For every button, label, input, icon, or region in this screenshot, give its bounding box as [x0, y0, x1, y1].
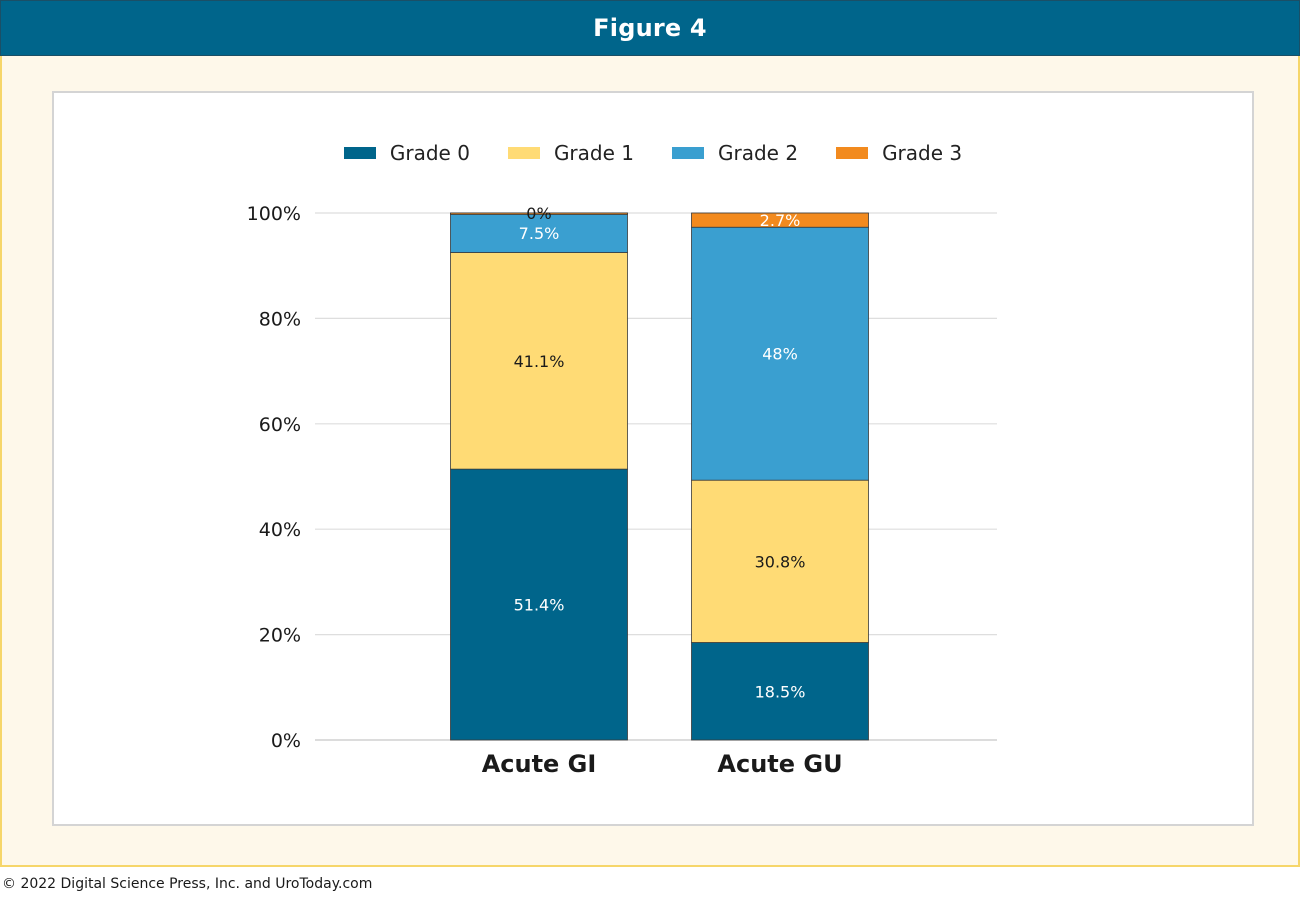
data-label: 30.8%	[755, 552, 806, 571]
chart-legend: Grade 0 Grade 1 Grade 2 Grade 3	[54, 141, 1252, 165]
data-label: 41.1%	[514, 352, 565, 371]
data-label: 51.4%	[514, 596, 565, 615]
legend-item-grade1: Grade 1	[507, 141, 634, 165]
bar-segment	[450, 212, 628, 253]
bar-segment	[691, 479, 869, 643]
y-tick-label: 60%	[259, 414, 301, 436]
x-category-label: Acute GU	[717, 750, 842, 778]
figure-title: Figure 4	[593, 14, 707, 42]
legend-label-grade0: Grade 0	[389, 141, 470, 165]
bar-segment	[691, 226, 869, 481]
figure-header: Figure 4	[0, 0, 1300, 56]
x-category-label: Acute GI	[482, 750, 597, 778]
legend-label-grade1: Grade 1	[553, 141, 634, 165]
legend-swatch-grade1	[507, 147, 540, 159]
legend-label-grade3: Grade 3	[882, 141, 963, 165]
data-label: 18.5%	[755, 682, 806, 701]
copyright-footer: © 2022 Digital Science Press, Inc. and U…	[2, 876, 373, 892]
legend-label-grade2: Grade 2	[718, 141, 799, 165]
legend-item-grade2: Grade 2	[672, 141, 798, 165]
legend-swatch-grade2	[672, 147, 704, 159]
legend-swatch-grade3	[836, 147, 869, 159]
legend-item-grade3: Grade 3	[836, 141, 962, 165]
bar-segment	[450, 212, 628, 215]
bar-segment	[450, 468, 628, 741]
y-tick-label: 20%	[259, 625, 301, 647]
legend-item-grade0: Grade 0	[343, 141, 470, 165]
bar-segment	[691, 642, 869, 741]
data-label: 0%	[526, 204, 551, 223]
y-tick-label: 40%	[259, 519, 301, 541]
bar-segment	[450, 252, 628, 470]
y-tick-label: 0%	[271, 730, 301, 752]
bar-segment	[691, 212, 869, 228]
data-label: 48%	[762, 345, 798, 364]
y-tick-label: 100%	[247, 203, 301, 225]
legend-swatch-grade0	[343, 147, 376, 159]
y-tick-label: 80%	[259, 308, 301, 330]
data-label: 7.5%	[519, 224, 560, 243]
data-label: 2.7%	[760, 211, 801, 230]
